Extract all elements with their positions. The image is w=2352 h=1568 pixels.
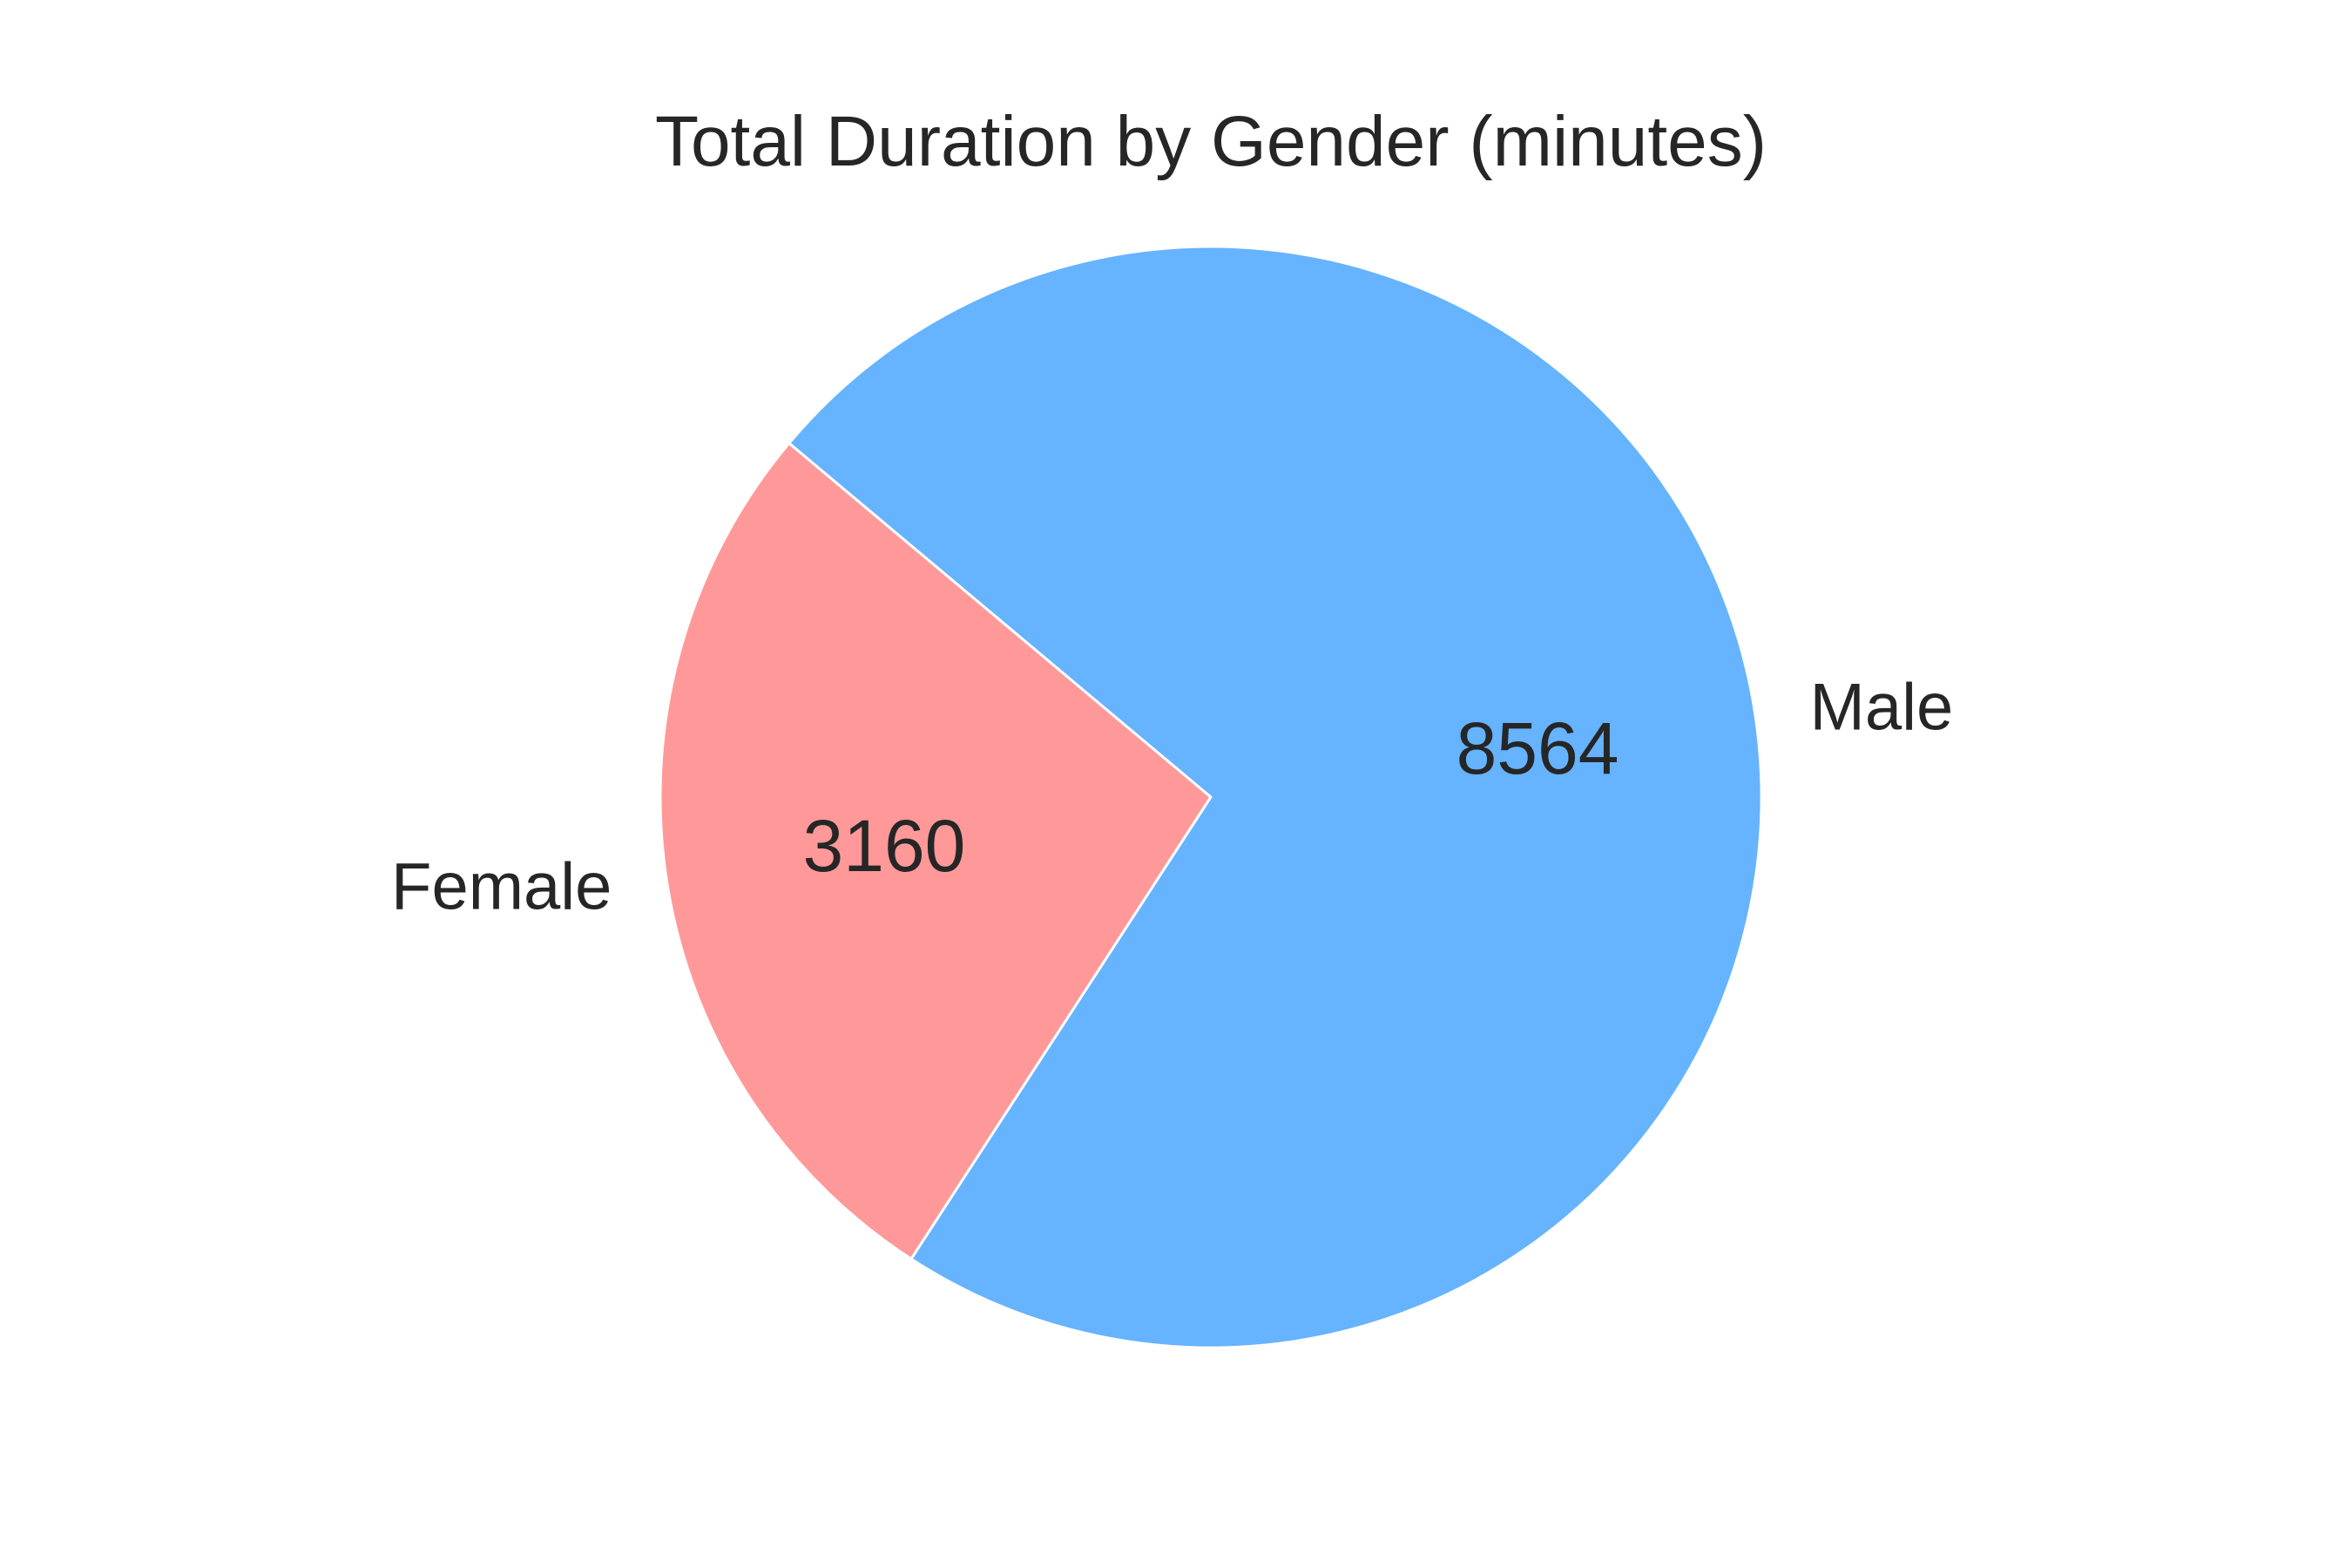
pie-labels: Female 3160 Male 8564 xyxy=(391,671,1953,924)
pie-slice-male xyxy=(787,245,1763,1349)
value-label-male: 8564 xyxy=(1456,707,1619,789)
chart-title: Total Duration by Gender (minutes) xyxy=(655,102,1767,181)
value-label-female: 3160 xyxy=(803,805,966,887)
pie-slice-female xyxy=(659,442,1213,1260)
pie-slices xyxy=(659,245,1763,1349)
slice-label-female: Female xyxy=(391,849,612,923)
slice-label-male: Male xyxy=(1810,671,1954,745)
